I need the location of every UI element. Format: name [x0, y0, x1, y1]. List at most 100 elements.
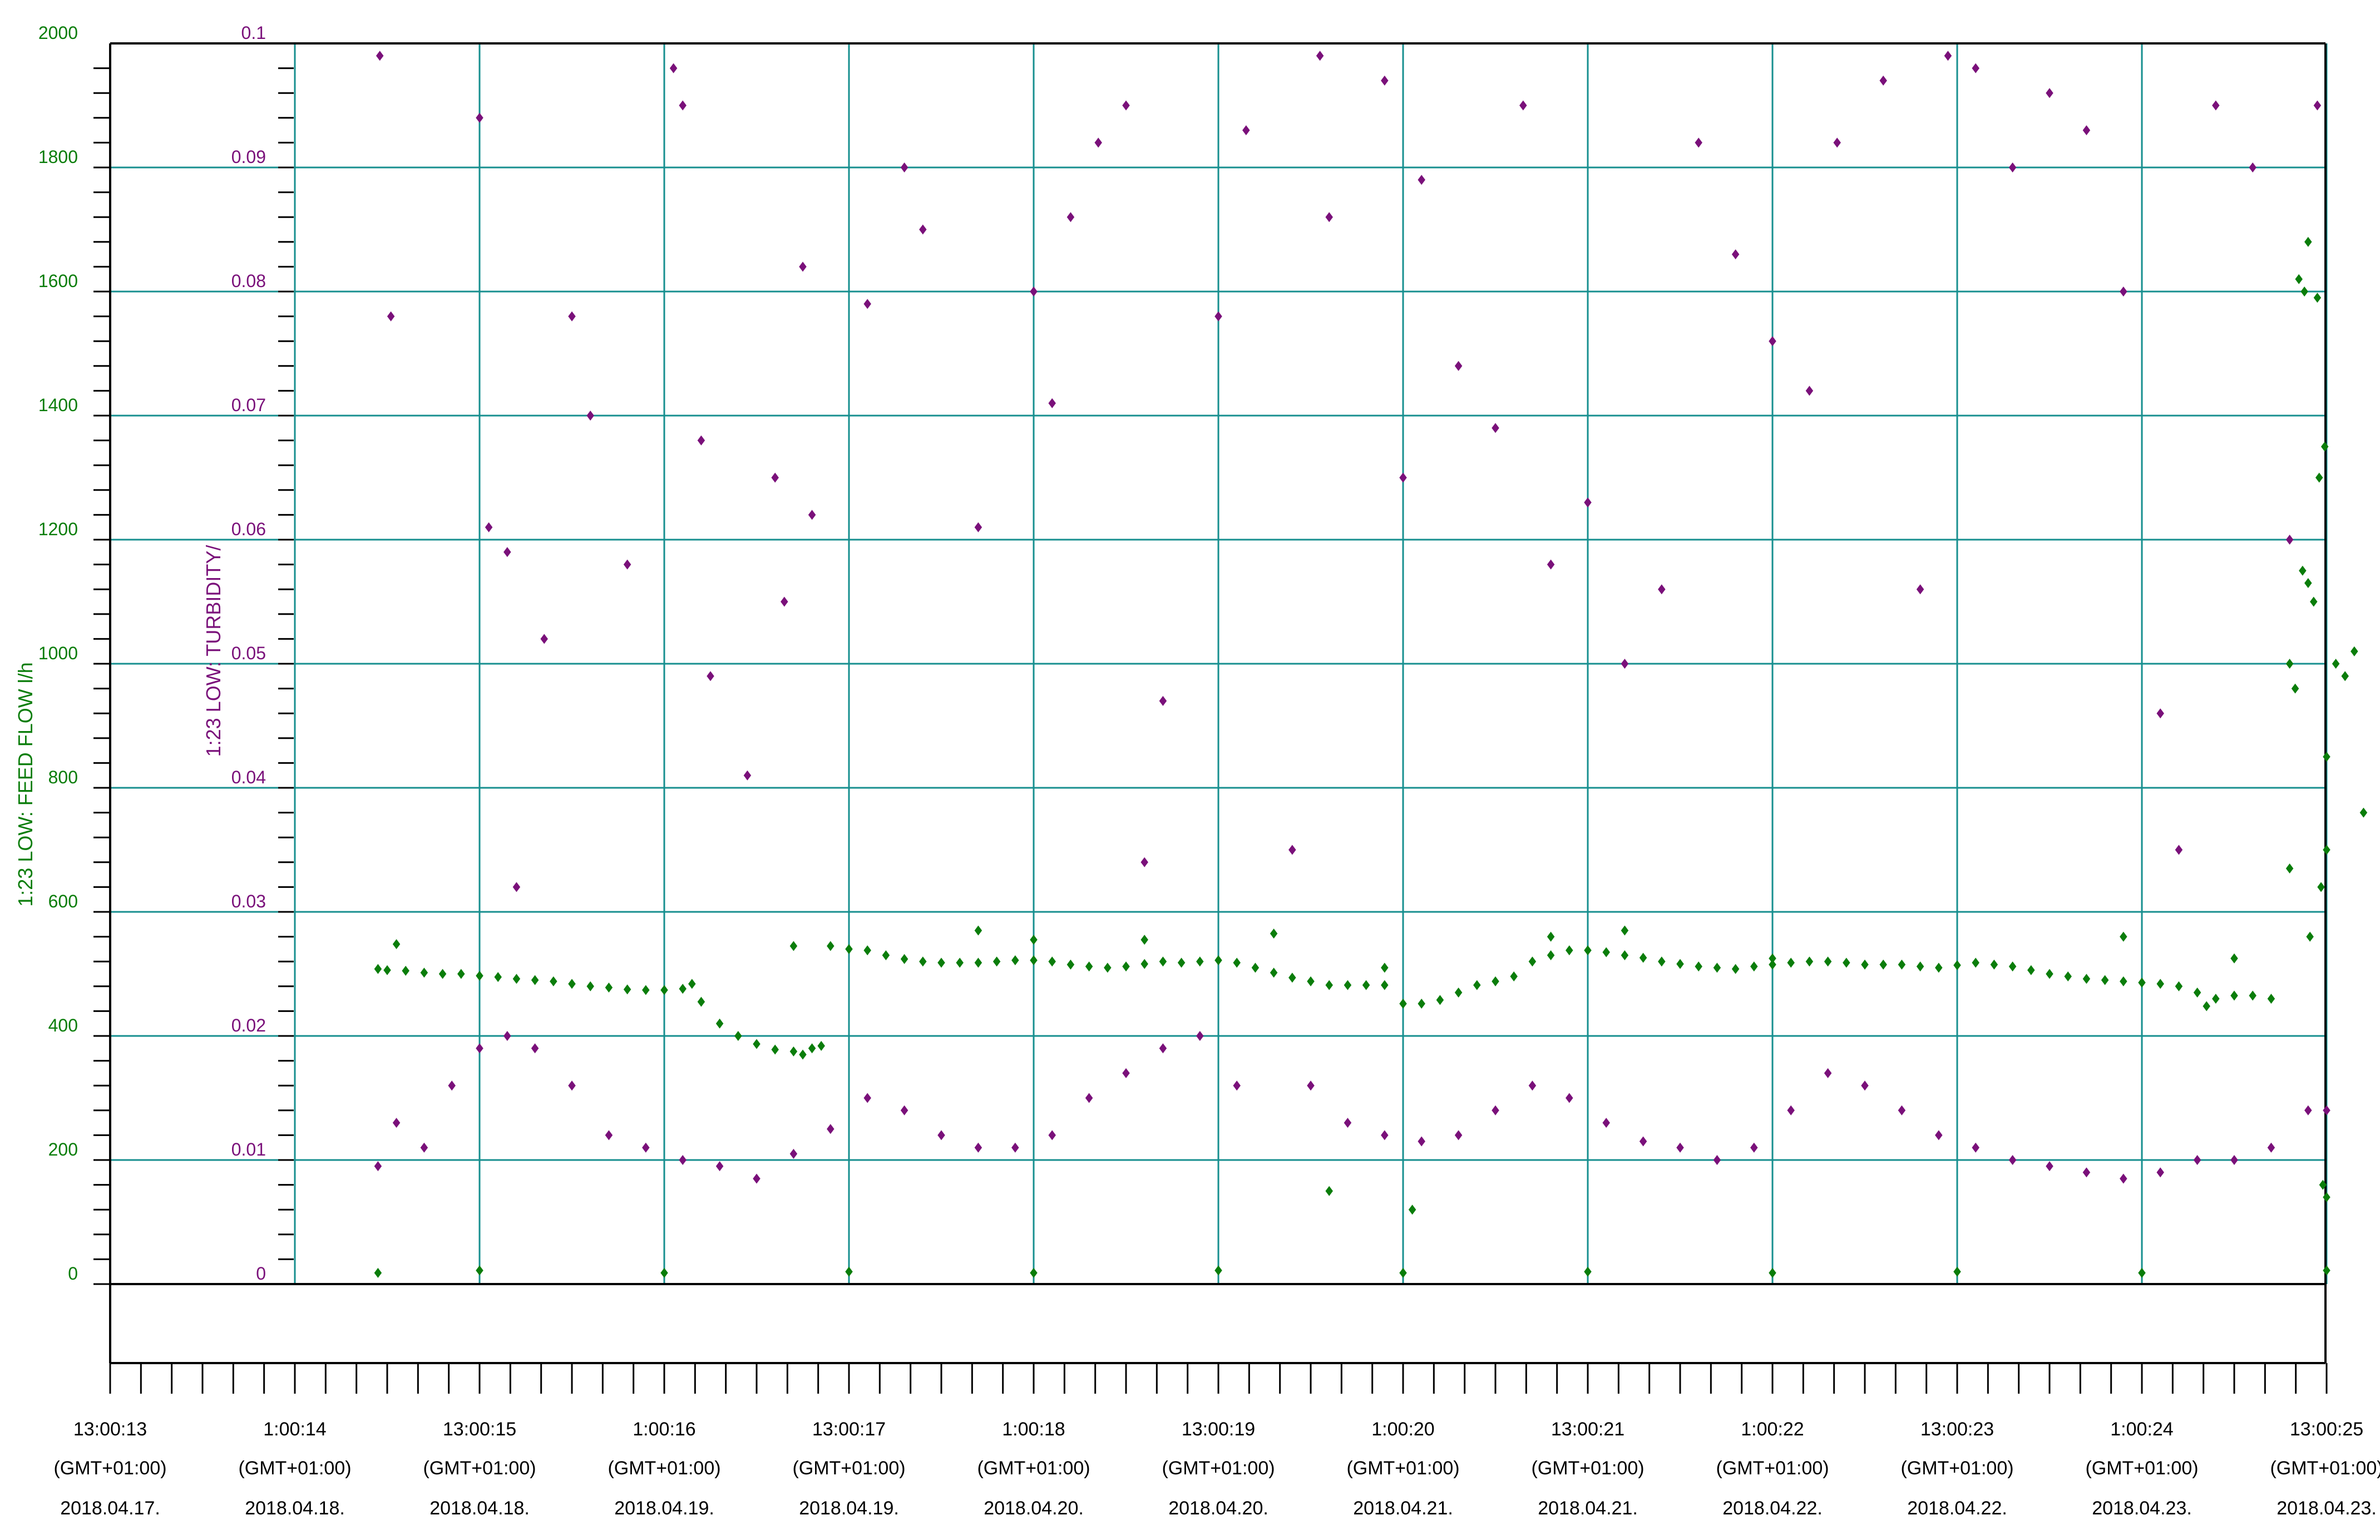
feed-flow-point — [2299, 565, 2307, 576]
turbidity-point — [1492, 423, 1499, 433]
feed-flow-point — [2323, 752, 2330, 762]
x-time-label: 1:00:18 — [1002, 1419, 1065, 1440]
right-axis-ticks: 0 0.01 0.02 0.03 0.04 0.05 0.06 0.07 0.08 0.09 0.1 — [231, 23, 294, 1285]
x-date-label: 2018.04.18. — [429, 1498, 530, 1519]
turbidity-point — [512, 882, 521, 892]
x-timezone-label: (GMT+01:00) — [1346, 1458, 1459, 1479]
turbidity-point — [1454, 1130, 1463, 1141]
x-date-label: 2018.04.23. — [2092, 1498, 2192, 1519]
turbidity-point — [531, 1043, 539, 1054]
feed-flow-point — [919, 956, 927, 967]
x-timezone-label: (GMT+01:00) — [1716, 1458, 1829, 1479]
feed-flow-point — [1030, 955, 1038, 965]
turbidity-point — [1140, 857, 1148, 867]
feed-flow-point — [1676, 959, 1684, 969]
feed-flow-point — [2295, 274, 2303, 284]
turbidity-point — [1492, 1105, 1499, 1115]
feed-flow-point — [734, 1031, 742, 1041]
x-timezone-label: (GMT+01:00) — [1900, 1458, 2013, 1479]
feed-flow-point — [789, 941, 798, 951]
left-tick-label: 600 — [48, 891, 78, 911]
left-tick-label: 400 — [48, 1015, 78, 1035]
feed-flow-point — [882, 950, 890, 961]
feed-flow-point — [2315, 472, 2323, 483]
x-timezone-label: (GMT+01:00) — [1162, 1458, 1275, 1479]
turbidity-point — [669, 63, 678, 73]
feed-flow-point — [2212, 994, 2220, 1004]
feed-flow-point — [1547, 931, 1555, 942]
feed-flow-point — [2193, 987, 2201, 998]
feed-flow-point — [1399, 999, 1407, 1009]
feed-flow-point — [2306, 931, 2314, 942]
feed-flow-point — [1344, 980, 1352, 990]
x-time-label: 1:00:16 — [633, 1419, 695, 1440]
turbidity-point — [2046, 1161, 2053, 1172]
feed-flow-point — [2120, 976, 2127, 986]
x-timezone-label: (GMT+01:00) — [238, 1458, 351, 1479]
turbidity-point — [1344, 1118, 1352, 1128]
turbidity-point — [1094, 137, 1102, 148]
turbidity-point — [1233, 1080, 1241, 1091]
feed-flow-baseline-point — [2323, 1265, 2330, 1276]
turbidity-point — [1418, 1136, 1425, 1147]
turbidity-point — [1750, 1142, 1758, 1153]
left-tick-label: 2000 — [38, 23, 78, 43]
feed-flow-point — [2323, 845, 2330, 855]
right-tick-label: 0.09 — [231, 147, 266, 167]
feed-flow-point — [2319, 1179, 2327, 1190]
turbidity-point — [642, 1142, 650, 1153]
turbidity-point — [1713, 1155, 1721, 1165]
feed-flow-point — [438, 969, 447, 979]
turbidity-point — [697, 435, 705, 446]
feed-flow-point — [2230, 953, 2238, 964]
feed-flow-point — [2317, 882, 2325, 892]
turbidity-point — [1381, 1130, 1389, 1141]
turbidity-point — [2008, 162, 2017, 172]
feed-flow-point — [402, 965, 409, 976]
feed-flow-point — [2323, 1192, 2330, 1202]
feed-flow-point — [2101, 975, 2109, 985]
x-date-label: 2018.04.19. — [799, 1498, 899, 1519]
turbidity-point — [387, 311, 395, 322]
feed-flow-point — [808, 1043, 816, 1054]
feed-flow-point — [2304, 578, 2312, 589]
right-tick-label: 0.04 — [231, 767, 266, 787]
turbidity-point — [974, 522, 982, 532]
turbidity-point — [1805, 386, 1814, 396]
feed-flow-point — [2313, 293, 2322, 303]
right-tick-label: 0.06 — [231, 519, 266, 539]
turbidity-point — [1159, 1043, 1167, 1054]
feed-flow-point — [420, 968, 428, 978]
feed-flow-point — [937, 957, 945, 968]
turbidity-point — [1861, 1080, 1869, 1091]
x-timezone-label: (GMT+01:00) — [608, 1458, 720, 1479]
turbidity-point — [476, 112, 483, 123]
right-tick-label: 0.03 — [231, 891, 266, 911]
turbidity-point — [476, 1043, 483, 1054]
turbidity-point — [937, 1130, 945, 1141]
turbidity-point — [1325, 212, 1333, 223]
feed-flow-point — [1140, 935, 1148, 945]
feed-flow-point — [1233, 957, 1241, 968]
turbidity-point — [1824, 1068, 1832, 1078]
turbidity-point — [1454, 361, 1463, 371]
turbidity-point — [605, 1130, 613, 1141]
feed-flow-point — [392, 939, 401, 949]
feed-flow-point — [2249, 990, 2256, 1001]
left-tick-label: 200 — [48, 1139, 78, 1159]
feed-flow-point — [1898, 959, 1906, 970]
right-tick-label: 0.07 — [231, 395, 266, 415]
feed-flow-baseline-point — [1584, 1266, 1592, 1277]
feed-flow-point — [1492, 976, 1499, 986]
feed-flow-point — [1769, 959, 1776, 970]
feed-flow-point — [1510, 971, 1518, 981]
turbidity-point — [2230, 1155, 2238, 1165]
feed-flow-point — [2332, 659, 2340, 669]
feed-flow-point — [550, 976, 557, 986]
turbidity-point — [1769, 336, 1776, 347]
turbidity-point — [1399, 472, 1407, 483]
feed-flow-baseline-point — [1399, 1267, 1407, 1278]
feed-flow-point — [531, 975, 539, 985]
feed-flow-point — [1325, 980, 1333, 990]
feed-flow-point — [1658, 956, 1666, 967]
